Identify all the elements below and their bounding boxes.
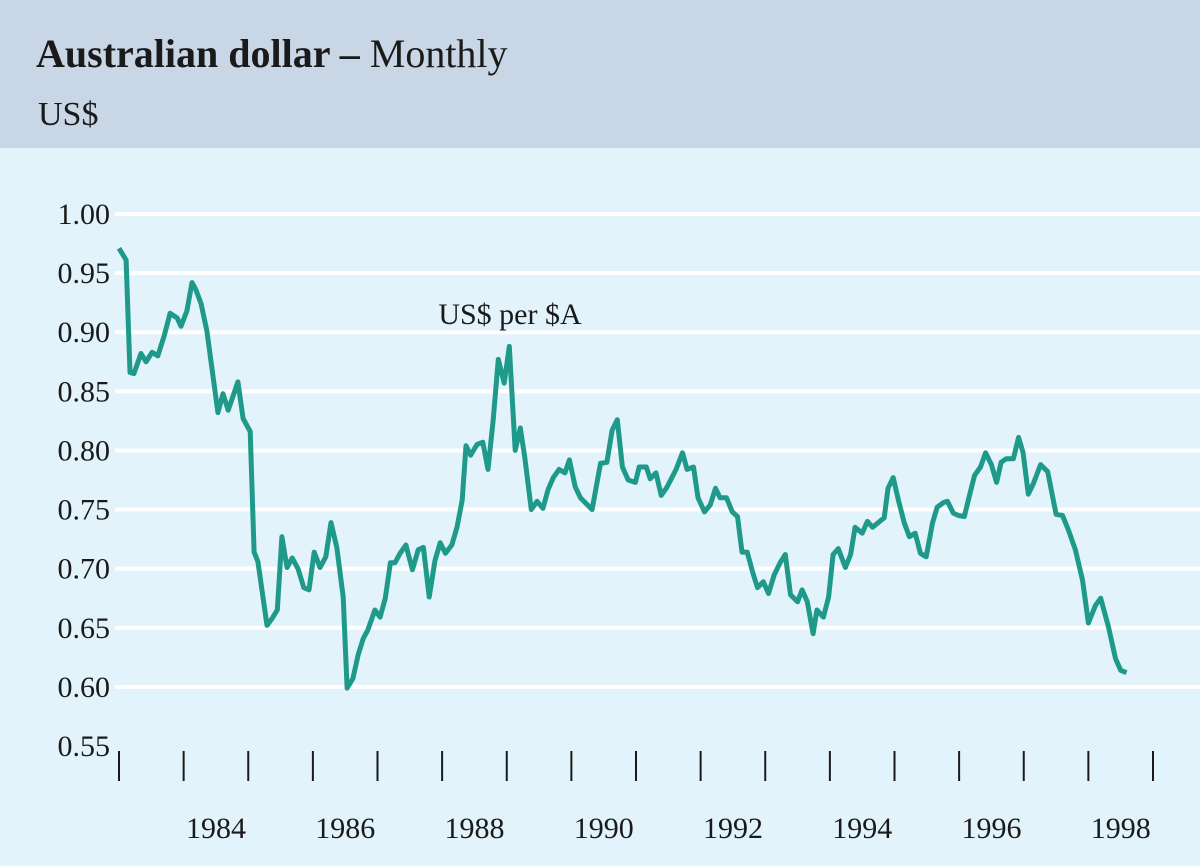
title-frequency: Monthly — [369, 31, 508, 76]
x-tick-label: 1992 — [703, 812, 763, 845]
y-tick-label: 1.00 — [58, 198, 111, 231]
x-tick-label: 1984 — [186, 812, 246, 845]
y-tick-label: 0.75 — [58, 494, 111, 527]
y-tick-label: 0.85 — [58, 375, 111, 408]
y-tick-label: 0.55 — [58, 730, 111, 763]
title-bold: Australian dollar – — [36, 31, 360, 76]
unit-label: US$ — [38, 96, 99, 133]
line-chart: 1.00 0.95 0.90 0.85 0.80 0.75 0.70 0.65 0.60 0.55… — [58, 198, 1200, 845]
y-tick-label: 0.65 — [58, 612, 111, 645]
y-tick-label: 0.95 — [58, 257, 111, 290]
x-tick-label: 1996 — [961, 812, 1021, 845]
y-tick-label: 0.60 — [58, 671, 111, 704]
chart-title: Australian dollar – Monthly — [36, 30, 508, 77]
x-tick-label: 1990 — [574, 812, 634, 845]
y-tick-label: 0.70 — [58, 553, 111, 586]
series-annotation: US$ per $A — [438, 298, 582, 331]
chart-header: Australian dollar – Monthly US$ — [0, 0, 1200, 148]
y-tick-label: 0.90 — [58, 316, 111, 349]
series-line-usd-per-aud — [116, 247, 1128, 691]
y-tick-label: 0.80 — [58, 434, 111, 467]
x-tick-label: 1994 — [832, 812, 892, 845]
x-tick-label: 1988 — [444, 812, 504, 845]
x-tick-label: 1998 — [1091, 812, 1151, 845]
x-tick-label: 1986 — [315, 812, 375, 845]
